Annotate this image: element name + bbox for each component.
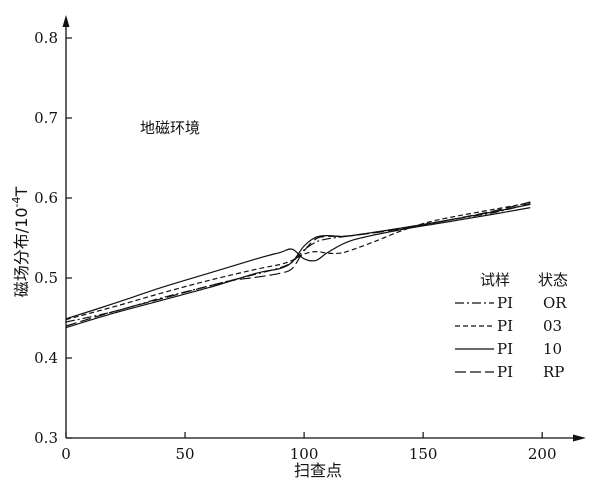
- x-tick-label-200: 200: [528, 445, 557, 463]
- y-axis-unit: T: [12, 187, 31, 198]
- x-axis-arrow: [573, 434, 586, 442]
- legend-sample-10: PI: [497, 340, 513, 358]
- legend-header-state: 状态: [538, 271, 568, 289]
- y-axis-title-group: 磁场分布/10-4T: [10, 187, 31, 298]
- series-lines: [65, 201, 531, 329]
- x-tick-label-0: 0: [61, 445, 71, 463]
- y-axis-exponent: -4: [10, 197, 23, 208]
- axes: [62, 15, 586, 442]
- legend-sample-or: PI: [497, 294, 513, 312]
- annotation-geomagnetic: 地磁环境: [140, 119, 200, 137]
- legend-sample-03: PI: [497, 317, 513, 335]
- series-line-03: [65, 202, 531, 321]
- legend-state-03: 03: [543, 317, 562, 335]
- legend-state-rp: RP: [543, 363, 564, 381]
- y-axis-title: 磁场分布/10: [12, 207, 31, 297]
- y-axis-arrow: [62, 15, 70, 27]
- x-tick-label-50: 50: [176, 445, 195, 463]
- series-line-or: [65, 203, 531, 323]
- legend: 试样 状态 PI OR PI 03 PI 10 PI RP: [455, 271, 568, 381]
- legend-header-sample: 试样: [480, 271, 510, 289]
- x-tick-label-100: 100: [290, 445, 319, 463]
- legend-state-10: 10: [543, 340, 562, 358]
- series-line-10: [65, 207, 531, 320]
- legend-state-or: OR: [543, 294, 567, 312]
- y-tick-label-0.8: 0.8: [34, 29, 58, 47]
- y-tick-label-0.7: 0.7: [34, 109, 58, 127]
- legend-sample-rp: PI: [497, 363, 513, 381]
- x-axis-title: 扫查点: [294, 461, 342, 480]
- ticks: 0 50 100 150 200 0.3 0.4 0.5 0.6 0.7 0.8: [34, 29, 556, 463]
- svg-text:磁场分布/10-4T: 磁场分布/10-4T: [10, 187, 31, 298]
- y-tick-label-0.5: 0.5: [34, 269, 58, 287]
- y-tick-label-0.6: 0.6: [34, 189, 58, 207]
- x-tick-label-150: 150: [409, 445, 438, 463]
- y-tick-label-0.3: 0.3: [34, 429, 58, 447]
- y-tick-label-0.4: 0.4: [34, 349, 58, 367]
- series-line-extra-4: [65, 203, 531, 329]
